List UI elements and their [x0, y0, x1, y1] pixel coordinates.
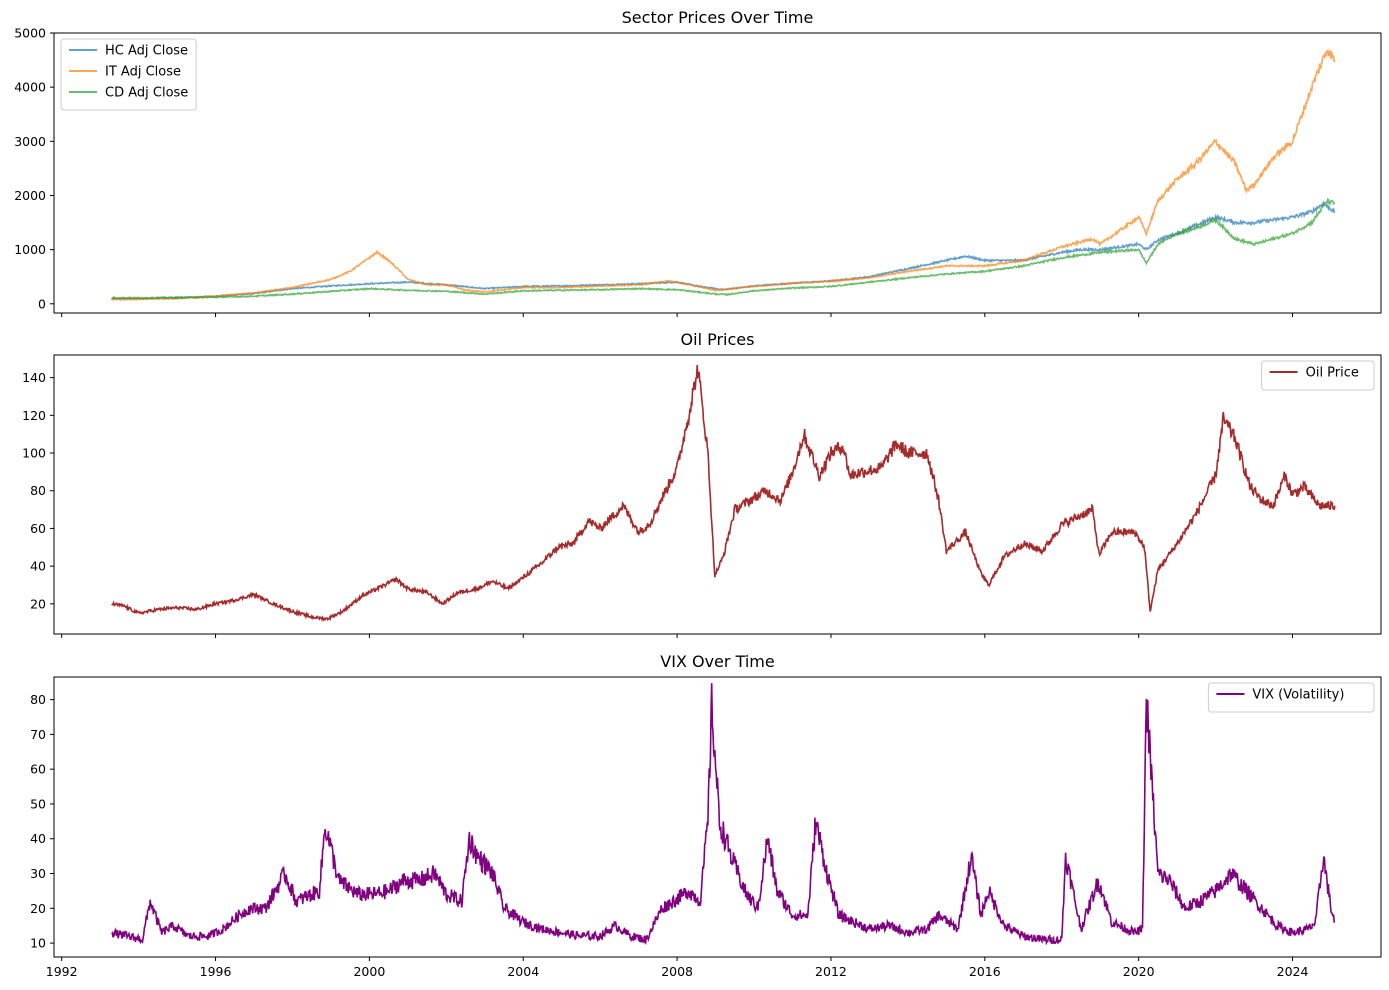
ytick-label-2-4: 50 — [30, 796, 46, 811]
legend-label-0-1: IT Adj Close — [105, 65, 181, 80]
legend-label-0-0: HC Adj Close — [105, 44, 188, 59]
series-line-0-2 — [111, 197, 1336, 300]
xtick-label-2-4: 2008 — [661, 964, 693, 979]
chart-title-0: Sector Prices Over Time — [622, 8, 814, 27]
legend-label-2-0: VIX (Volatility) — [1252, 688, 1344, 703]
legend-1: Oil Price — [1261, 360, 1375, 391]
ytick-label-2-2: 30 — [30, 866, 46, 881]
ytick-label-1-3: 80 — [30, 483, 46, 498]
chart-panel-0: Sector Prices Over Time 0 1000 2000 3000 4000… — [14, 8, 1382, 317]
ytick-label-2-6: 70 — [30, 727, 46, 742]
ytick-label-2-3: 40 — [30, 831, 46, 846]
ytick-label-0-5: 5000 — [14, 26, 46, 41]
xtick-label-2-0: 1992 — [46, 964, 78, 979]
ytick-label-1-1: 40 — [30, 559, 46, 574]
ytick-label-2-0: 10 — [30, 936, 46, 951]
legend-label-1-0: Oil Price — [1306, 366, 1359, 381]
axes-frame-1 — [53, 354, 1382, 635]
legend-label-0-2: CD Adj Close — [105, 86, 188, 101]
legend-box-1 — [1261, 360, 1375, 391]
ytick-label-0-3: 3000 — [14, 134, 46, 149]
series-line-2-0 — [111, 683, 1335, 946]
ytick-label-0-1: 1000 — [14, 242, 46, 257]
ytick-label-1-4: 100 — [22, 446, 46, 461]
chart-panel-2: VIX Over Time 10 20 30 40 50 60 70 80 1992 1996 200… — [30, 652, 1382, 979]
xtick-label-2-3: 2004 — [507, 964, 539, 979]
legend-0: HC Adj Close IT Adj Close CD Adj Close — [60, 38, 197, 111]
chart-panel-1: Oil Prices 20 40 60 80 100 120 140 Oil Price — [22, 330, 1382, 638]
xtick-label-2-8: 2024 — [1277, 964, 1309, 979]
ytick-label-0-0: 0 — [38, 296, 46, 311]
xtick-label-2-2: 2000 — [353, 964, 385, 979]
xtick-label-2-6: 2016 — [969, 964, 1001, 979]
axes-frame-0 — [53, 32, 1382, 314]
ytick-label-2-5: 60 — [30, 762, 46, 777]
series-line-1-0 — [111, 364, 1336, 622]
legend-box-2 — [1207, 682, 1375, 713]
ytick-label-1-6: 140 — [22, 370, 46, 385]
chart-title-1: Oil Prices — [681, 330, 755, 349]
legend-2: VIX (Volatility) — [1207, 682, 1375, 713]
xtick-label-2-1: 1996 — [200, 964, 232, 979]
ytick-label-2-7: 80 — [30, 692, 46, 707]
series-line-0-1 — [111, 48, 1336, 302]
xtick-label-2-7: 2020 — [1123, 964, 1155, 979]
ytick-label-0-2: 2000 — [14, 188, 46, 203]
ytick-label-1-2: 60 — [30, 521, 46, 536]
ytick-label-1-5: 120 — [22, 408, 46, 423]
axes-frame-2 — [53, 676, 1382, 958]
chart-title-2: VIX Over Time — [660, 652, 774, 671]
xtick-label-2-5: 2012 — [815, 964, 847, 979]
ytick-label-2-1: 20 — [30, 901, 46, 916]
ytick-label-1-0: 20 — [30, 596, 46, 611]
ytick-label-0-4: 4000 — [14, 80, 46, 95]
